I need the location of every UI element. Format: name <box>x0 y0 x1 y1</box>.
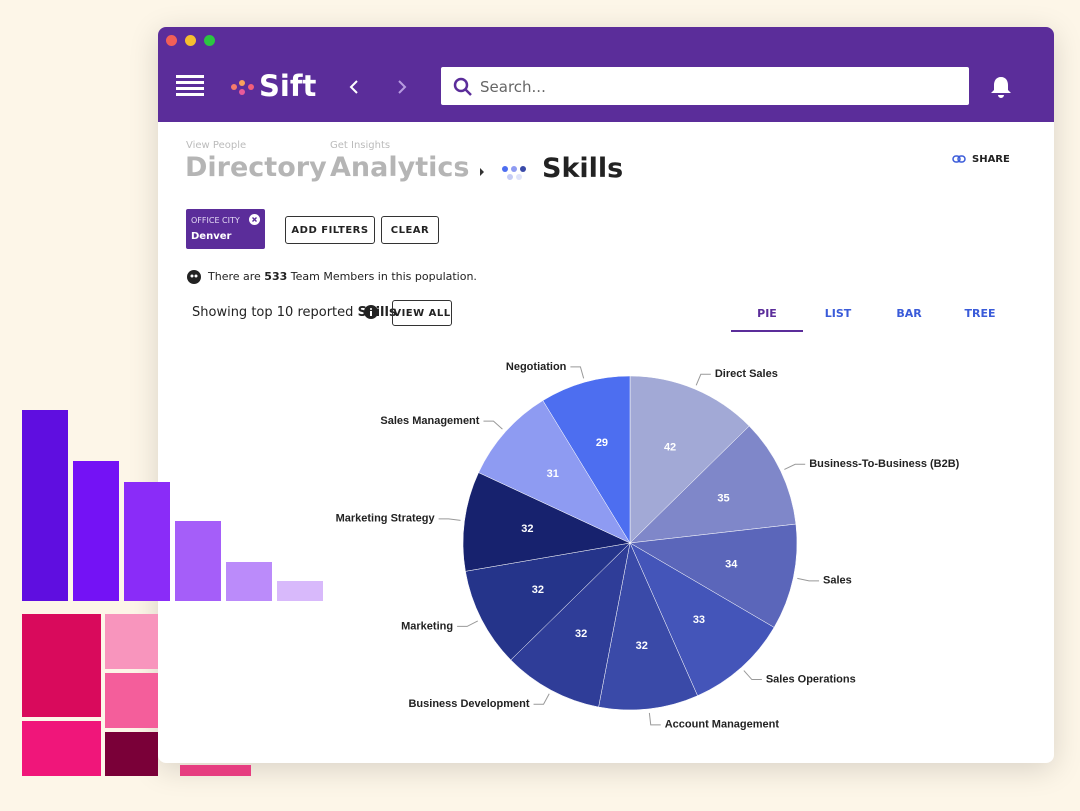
slice-label: Marketing Strategy <box>336 513 436 525</box>
slice-label: Marketing <box>401 620 453 632</box>
leader-line <box>438 518 461 521</box>
slice-value: 35 <box>717 492 729 504</box>
app-name: Sift <box>259 69 317 103</box>
leader-line <box>457 620 479 627</box>
population-text: There are 533 Team Members in this popul… <box>208 270 477 283</box>
leader-line <box>533 693 550 705</box>
link-icon <box>952 155 966 163</box>
pie-slice <box>462 472 631 572</box>
breadcrumb[interactable]: Directory <box>185 152 327 183</box>
slice-value: 33 <box>693 614 705 626</box>
leader-line <box>743 670 762 681</box>
slice-value: 32 <box>636 640 648 652</box>
pie-slice <box>629 542 775 697</box>
summary-count: 10 <box>276 305 294 320</box>
slice-label: Sales <box>823 575 852 587</box>
slice-label: Sales Management <box>380 415 479 427</box>
leader-line <box>483 420 503 430</box>
leader-line <box>648 712 661 726</box>
filter-value: Denver <box>191 231 232 242</box>
slice-value: 32 <box>575 628 587 640</box>
bell-icon[interactable] <box>989 75 1013 99</box>
nav-arrows[interactable] <box>348 79 408 95</box>
info-icon[interactable] <box>364 305 378 319</box>
leader-line <box>570 366 585 379</box>
leader-line <box>797 577 820 582</box>
breadcrumb-caption: Get Insights <box>330 140 391 151</box>
view-tab[interactable]: TREE <box>964 307 996 320</box>
slice-value: 32 <box>532 584 544 596</box>
breadcrumb-caption: View People <box>186 140 247 151</box>
slice-label: Account Management <box>665 719 780 731</box>
pie-slice <box>598 542 698 711</box>
pie-slice <box>629 523 798 628</box>
page-title: Skills <box>542 153 624 184</box>
pie-slice <box>629 425 797 544</box>
people-icon <box>187 270 201 284</box>
decorative-illustration <box>22 410 324 776</box>
search-placeholder: Search... <box>480 78 546 96</box>
slice-value: 29 <box>596 437 608 449</box>
clear-button[interactable]: CLEAR <box>381 216 439 244</box>
view-tab[interactable]: BAR <box>896 307 922 320</box>
slice-label: Business Development <box>408 698 529 710</box>
remove-filter[interactable] <box>249 214 260 225</box>
pie-slice <box>478 400 631 544</box>
pie-chart: 42 Direct Sales 35 Business-To-Business (B2… <box>336 361 960 731</box>
close-dot[interactable] <box>166 35 177 46</box>
pie-slice <box>542 375 631 544</box>
slice-label: Negotiation <box>506 361 567 373</box>
pie-slice <box>465 542 631 661</box>
leader-line <box>784 463 806 470</box>
population-prefix: There are <box>208 270 261 283</box>
maximize-dot[interactable] <box>204 35 215 46</box>
population-count: 533 <box>264 270 288 283</box>
slice-label: Sales Operations <box>766 673 856 685</box>
minimize-dot[interactable] <box>185 35 196 46</box>
pie-slice <box>510 542 631 708</box>
view-tab[interactable]: LIST <box>824 307 852 320</box>
summary-prefix: Showing top <box>192 305 273 320</box>
slice-label: Business-To-Business (B2B) <box>809 458 959 470</box>
search-box[interactable]: Search... <box>441 67 969 105</box>
slice-value: 31 <box>547 468 559 480</box>
skills-icon <box>480 166 526 180</box>
top-bar: Sift Search... <box>158 27 1054 122</box>
app-window: Sift Search... View People Directory Get… <box>158 27 1054 763</box>
menu-icon[interactable] <box>176 75 204 97</box>
summary-middle: reported <box>297 305 354 320</box>
filter-chip[interactable]: OFFICE CITY Denver <box>186 209 265 249</box>
slice-value: 32 <box>521 523 533 535</box>
population-suffix: Team Members in this population. <box>290 270 477 283</box>
slice-value: 34 <box>725 558 738 570</box>
breadcrumb[interactable]: Analytics <box>330 152 470 183</box>
filter-field: OFFICE CITY <box>191 216 240 225</box>
leader-line <box>695 373 711 386</box>
slice-value: 42 <box>664 441 676 453</box>
share-button[interactable]: SHARE <box>972 154 1010 165</box>
add-filters-button[interactable]: ADD FILTERS <box>285 216 375 244</box>
view-tab[interactable]: PIE <box>731 307 803 332</box>
pie-slice <box>629 375 750 544</box>
search-icon <box>453 77 472 96</box>
view-all-button[interactable]: VIEW ALL <box>392 300 452 326</box>
slice-label: Direct Sales <box>715 368 778 380</box>
logo-dots <box>231 80 254 95</box>
